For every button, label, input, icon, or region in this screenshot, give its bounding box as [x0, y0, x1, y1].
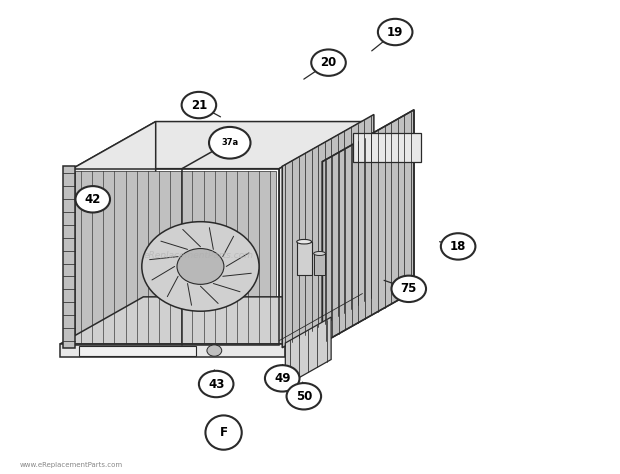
Polygon shape [353, 133, 421, 162]
Text: F: F [219, 426, 228, 439]
Ellipse shape [314, 252, 326, 255]
Circle shape [207, 345, 222, 356]
Circle shape [199, 371, 234, 397]
Circle shape [311, 49, 346, 76]
Circle shape [265, 365, 299, 392]
Circle shape [391, 276, 426, 302]
Circle shape [177, 248, 224, 284]
Circle shape [182, 92, 216, 118]
Text: 37a: 37a [221, 138, 238, 147]
Polygon shape [73, 121, 156, 346]
Text: 42: 42 [84, 193, 101, 206]
Ellipse shape [297, 239, 311, 244]
Circle shape [142, 222, 259, 311]
Text: 19: 19 [387, 26, 404, 38]
Polygon shape [282, 115, 374, 348]
Polygon shape [322, 110, 414, 343]
Polygon shape [63, 166, 76, 348]
Text: 50: 50 [296, 390, 312, 403]
Text: 18: 18 [450, 240, 466, 253]
Text: 75: 75 [401, 283, 417, 295]
Polygon shape [60, 297, 369, 344]
Circle shape [378, 19, 412, 45]
Polygon shape [79, 346, 196, 356]
Polygon shape [73, 121, 363, 169]
Text: 21: 21 [191, 99, 207, 111]
Polygon shape [285, 317, 331, 385]
Circle shape [286, 383, 321, 410]
Text: 20: 20 [321, 56, 337, 69]
Text: 49: 49 [274, 372, 291, 385]
Polygon shape [60, 344, 285, 357]
Circle shape [76, 186, 110, 212]
Text: eReplacementParts.com: eReplacementParts.com [144, 251, 254, 260]
Polygon shape [314, 254, 326, 275]
Text: www.eReplacementParts.com: www.eReplacementParts.com [20, 462, 123, 468]
Polygon shape [76, 171, 276, 343]
Polygon shape [279, 121, 363, 346]
Ellipse shape [205, 415, 242, 450]
Polygon shape [297, 242, 311, 275]
Circle shape [209, 127, 250, 159]
Circle shape [441, 233, 476, 260]
Text: 43: 43 [208, 377, 224, 391]
